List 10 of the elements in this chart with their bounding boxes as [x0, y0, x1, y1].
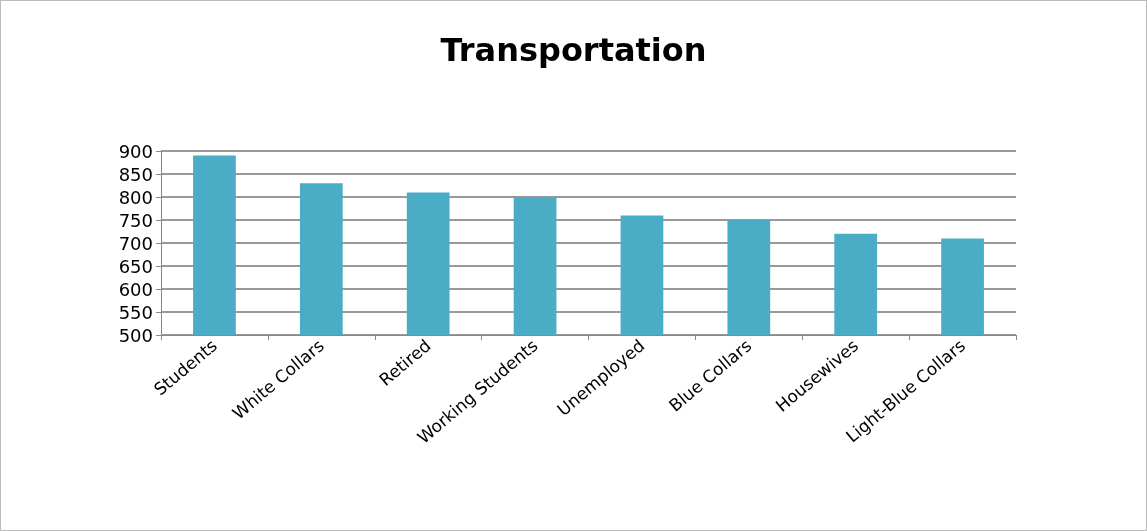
- y-tick-label: 800: [118, 186, 153, 208]
- y-tick-label: 650: [118, 255, 153, 277]
- y-tick-label: 900: [118, 140, 153, 162]
- y-tick-label: 750: [118, 209, 153, 231]
- y-tick-label: 700: [118, 232, 153, 254]
- y-tick-label: 550: [118, 301, 153, 323]
- y-tick-label: 850: [118, 163, 153, 185]
- y-tick-label: 500: [118, 324, 153, 346]
- y-tick-label: 600: [118, 278, 153, 300]
- chart-title: Transportation: [440, 31, 707, 69]
